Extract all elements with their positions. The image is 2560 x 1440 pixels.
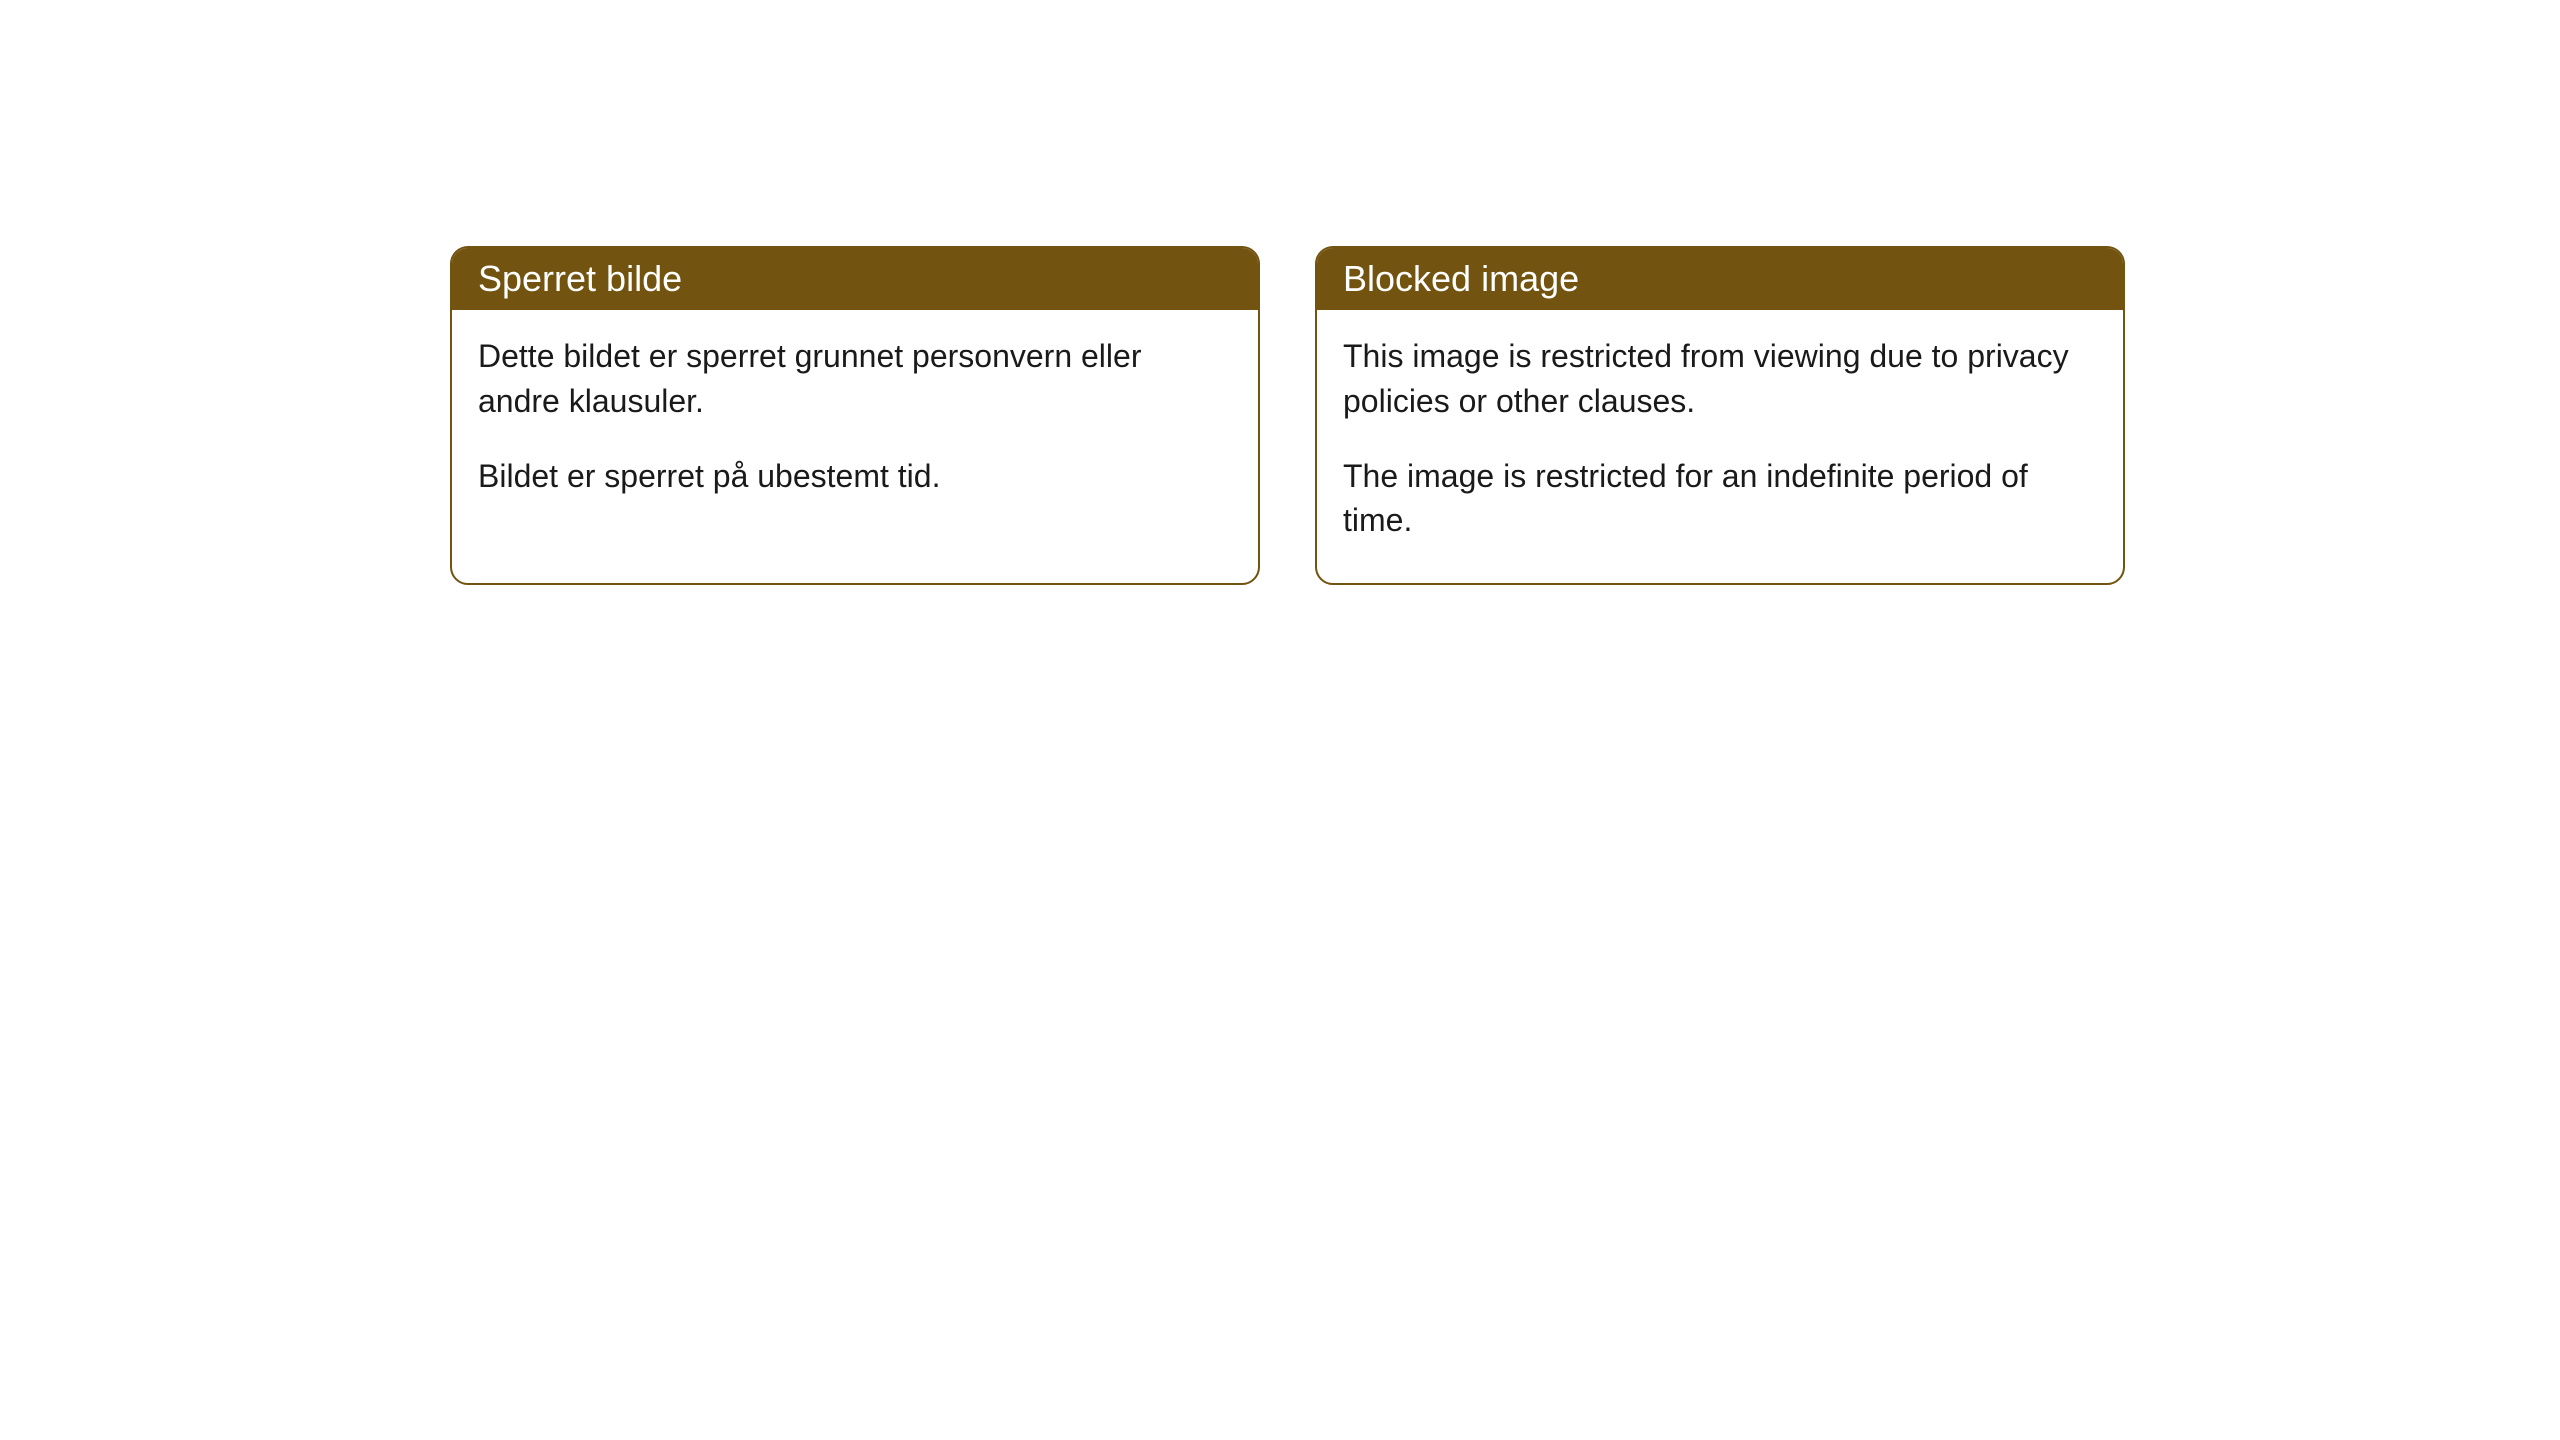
card-body-english: This image is restricted from viewing du…: [1317, 310, 2123, 583]
card-header-norwegian: Sperret bilde: [452, 248, 1258, 310]
card-paragraph: Dette bildet er sperret grunnet personve…: [478, 334, 1232, 424]
card-paragraph: Bildet er sperret på ubestemt tid.: [478, 454, 1232, 499]
card-body-norwegian: Dette bildet er sperret grunnet personve…: [452, 310, 1258, 538]
card-norwegian: Sperret bilde Dette bildet er sperret gr…: [450, 246, 1260, 585]
card-header-english: Blocked image: [1317, 248, 2123, 310]
card-paragraph: This image is restricted from viewing du…: [1343, 334, 2097, 424]
cards-container: Sperret bilde Dette bildet er sperret gr…: [450, 246, 2125, 585]
card-english: Blocked image This image is restricted f…: [1315, 246, 2125, 585]
card-paragraph: The image is restricted for an indefinit…: [1343, 454, 2097, 544]
